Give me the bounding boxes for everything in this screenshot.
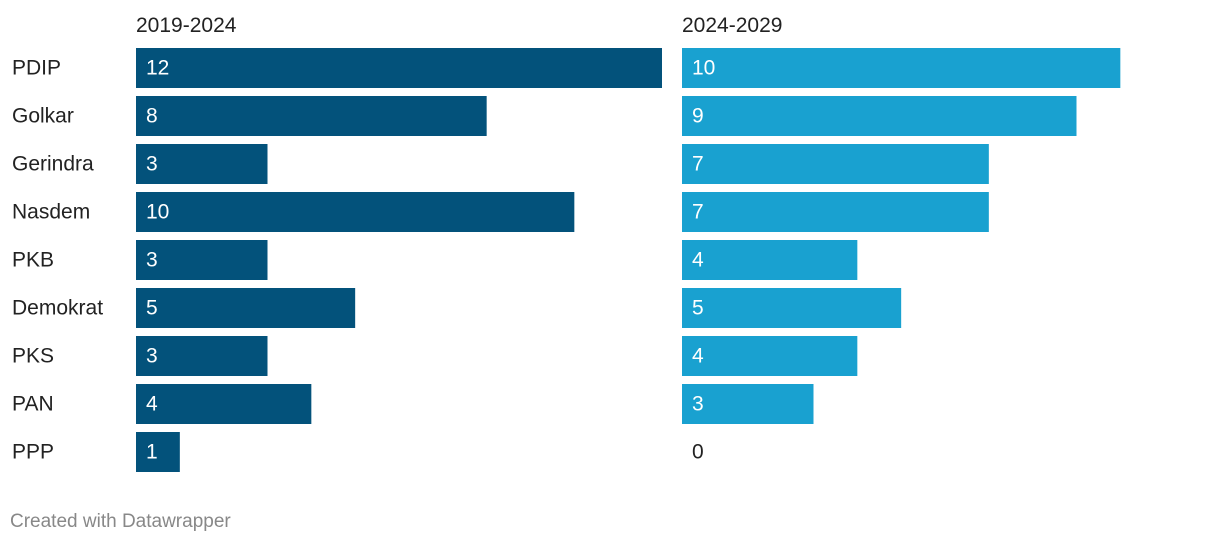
bar-value-label: 10 [692,57,715,80]
bar-value-label: 4 [146,393,158,416]
category-label: PPP [12,441,54,464]
bar [136,48,662,88]
category-label: PKB [12,249,54,272]
bar-value-label: 7 [692,153,704,176]
bar-value-label: 0 [692,441,704,464]
bar-value-label: 5 [692,297,704,320]
bar-value-label: 3 [146,153,158,176]
category-label: Gerindra [12,153,94,176]
bar [136,288,356,328]
bar-value-label: 3 [692,393,704,416]
bar [682,336,858,376]
category-label: Demokrat [12,297,103,320]
bar-value-label: 7 [692,201,704,224]
bar [136,384,312,424]
bar [682,144,989,184]
bar-value-label: 5 [146,297,158,320]
bar [136,96,487,136]
category-label: Golkar [12,105,74,128]
bar-value-label: 8 [146,105,158,128]
category-label: PAN [12,393,54,416]
credit-text: Created with Datawrapper [10,511,231,532]
bar [136,336,268,376]
bar-value-label: 4 [692,345,704,368]
bar-value-label: 9 [692,105,704,128]
bar [136,240,268,280]
bar-value-label: 3 [146,249,158,272]
category-label: PKS [12,345,54,368]
category-label: PDIP [12,57,61,80]
bar [136,144,268,184]
bar [136,192,575,232]
bar [682,48,1121,88]
bar [682,288,902,328]
bar-value-label: 3 [146,345,158,368]
bar-value-label: 1 [146,441,158,464]
bar-value-label: 4 [692,249,704,272]
bar [682,240,858,280]
bar [682,384,814,424]
bar-value-label: 10 [146,201,169,224]
category-label: Nasdem [12,201,90,224]
bar [682,96,1077,136]
bar-value-label: 12 [146,57,169,80]
panel-title: 2019-2024 [136,14,237,37]
bar [136,432,180,472]
bar [682,192,989,232]
panel-title: 2024-2029 [682,14,782,37]
